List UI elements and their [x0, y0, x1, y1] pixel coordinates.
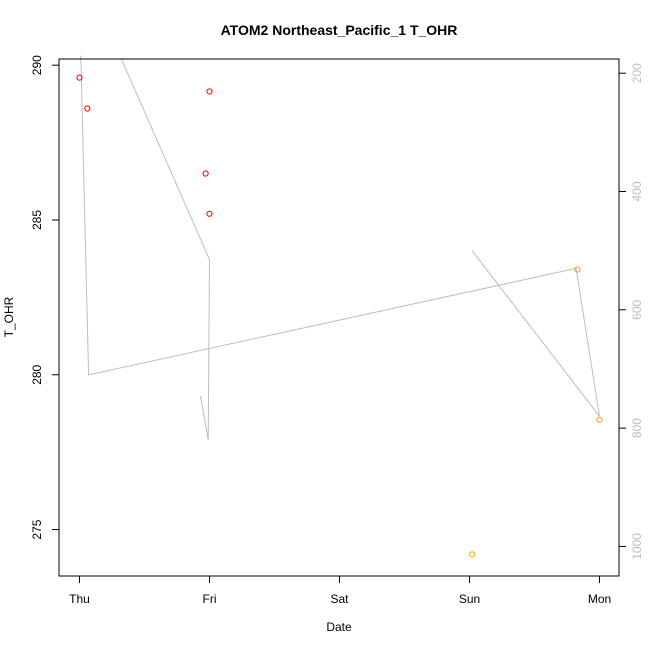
y2-tick-label: 1000 [630, 533, 644, 560]
data-points [76, 74, 603, 558]
y-tick-label: 285 [30, 210, 44, 230]
y-axis-label: T_OHR [2, 296, 16, 337]
x-tick-label: Sat [330, 592, 349, 606]
y2-tick-label: 200 [630, 63, 644, 83]
y2-tick-label: 800 [630, 418, 644, 438]
x-tick-label: Thu [69, 592, 90, 606]
data-point [596, 416, 603, 423]
plot-frame [58, 58, 620, 577]
pressure-line [120, 58, 211, 440]
pressure-line [80, 55, 600, 417]
y2-tick-label: 400 [630, 181, 644, 201]
chart-title: ATOM2 Northeast_Pacific_1 T_OHR [221, 22, 458, 38]
pressure-lines [80, 55, 600, 440]
data-point [206, 210, 213, 217]
x-axis: Thu Fri Sat Sun Mon [69, 575, 611, 606]
y2-tick-label: 600 [630, 299, 644, 319]
data-point [469, 551, 476, 558]
y-axis: 275 280 285 290 [30, 55, 60, 540]
y-tick-label: 280 [30, 364, 44, 384]
data-point [202, 170, 209, 177]
data-point [574, 266, 581, 273]
data-point [76, 74, 83, 81]
x-axis-label: Date [326, 620, 352, 634]
x-tick-label: Sun [459, 592, 480, 606]
data-point [206, 88, 213, 95]
y-tick-label: 275 [30, 519, 44, 539]
y-tick-label: 290 [30, 55, 44, 75]
secondary-y-axis: 200 400 600 800 1000 [618, 63, 644, 560]
x-tick-label: Fri [203, 592, 217, 606]
data-point [84, 105, 91, 112]
x-tick-label: Mon [588, 592, 611, 606]
